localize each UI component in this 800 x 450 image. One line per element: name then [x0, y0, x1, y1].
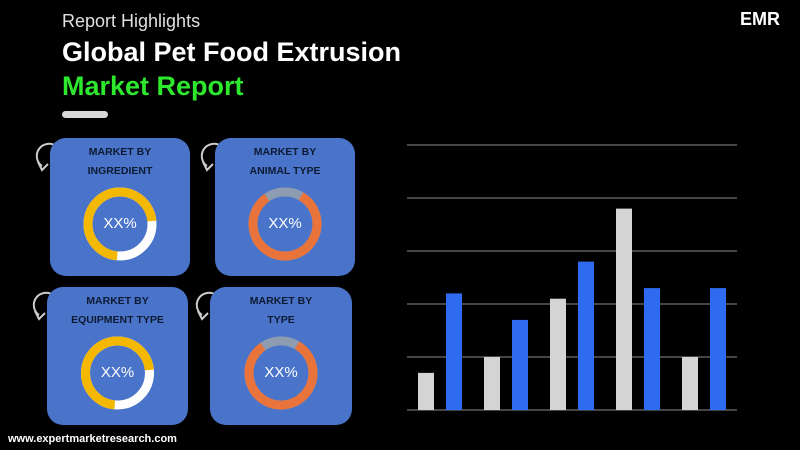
- cycle-arrow-head: [37, 161, 49, 172]
- ring-arc: [81, 336, 154, 410]
- card-label: MARKET BY: [250, 295, 312, 307]
- cycle-arrow-head: [34, 310, 46, 321]
- cards: MARKET BY INGREDIENT XX% MARKET BY ANIMAL TY…: [32, 138, 355, 425]
- title: Global Pet Food Extrusion: [62, 37, 401, 67]
- cycle-arrow-head: [202, 161, 214, 172]
- bar: [418, 372, 434, 410]
- card: [50, 138, 190, 276]
- bar: [710, 288, 726, 410]
- card: [215, 138, 355, 276]
- chart: [407, 144, 737, 411]
- ring-value: XX%: [264, 364, 297, 381]
- cycle-arrow-head: [197, 310, 209, 321]
- bar: [644, 288, 660, 410]
- ring-arc: [248, 187, 322, 261]
- ring-arc: [244, 336, 318, 410]
- kicker: Report Highlights: [62, 11, 200, 31]
- logo: EMR: [740, 9, 780, 29]
- title-highlight: Market Report: [62, 71, 244, 101]
- card-label: ANIMAL TYPE: [250, 165, 321, 177]
- bar: [550, 298, 566, 410]
- bar: [484, 357, 500, 410]
- divider: [62, 111, 108, 118]
- card-label: MARKET BY: [89, 146, 151, 158]
- card: [47, 287, 188, 425]
- bar: [682, 357, 698, 410]
- ring-value: XX%: [268, 215, 301, 232]
- ring-value: XX%: [101, 364, 134, 381]
- ring-value: XX%: [103, 215, 136, 232]
- footer-url: www.expertmarketresearch.com: [7, 433, 177, 445]
- card-label: MARKET BY: [254, 146, 316, 158]
- card: [210, 287, 352, 425]
- bar: [578, 261, 594, 410]
- bar: [446, 293, 462, 410]
- card-label: MARKET BY: [86, 295, 148, 307]
- card-label: EQUIPMENT TYPE: [71, 314, 164, 326]
- card-label: TYPE: [267, 314, 294, 326]
- ring-arc: [83, 187, 157, 261]
- bar: [616, 208, 632, 410]
- card-label: INGREDIENT: [88, 165, 153, 177]
- bar: [512, 319, 528, 410]
